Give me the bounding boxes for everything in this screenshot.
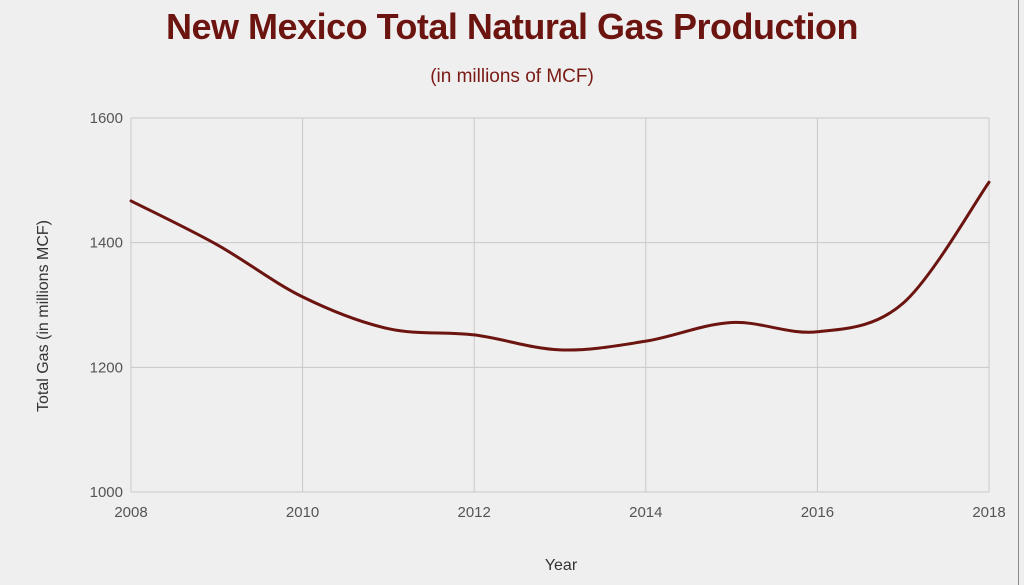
window-edge-divider: [1018, 0, 1019, 585]
x-tick-label: 2012: [458, 504, 491, 521]
chart-title: New Mexico Total Natural Gas Production: [166, 6, 858, 47]
series-line: [129, 180, 991, 352]
series-layer: [129, 180, 991, 352]
y-tick-label: 1000: [90, 484, 123, 501]
x-tick-label: 2010: [286, 504, 319, 521]
x-tick-label: 2016: [801, 504, 834, 521]
y-tick-label: 1400: [90, 235, 123, 252]
y-axis-title: Total Gas (in millions MCF): [35, 220, 52, 412]
grid-lines: [130, 117, 990, 493]
x-tick-label: 2018: [972, 504, 1005, 521]
y-tick-label: 1600: [90, 110, 123, 127]
y-tick-label: 1200: [90, 359, 123, 376]
x-tick-label: 2014: [629, 504, 662, 521]
chart-subtitle: (in millions of MCF): [430, 66, 594, 87]
axis-tick-labels: 1000 1200 1400 1600 2008 2010 2012 2014 2016 2018: [90, 110, 1006, 521]
x-tick-label: 2008: [114, 504, 147, 521]
x-axis-title: Year: [545, 557, 578, 574]
